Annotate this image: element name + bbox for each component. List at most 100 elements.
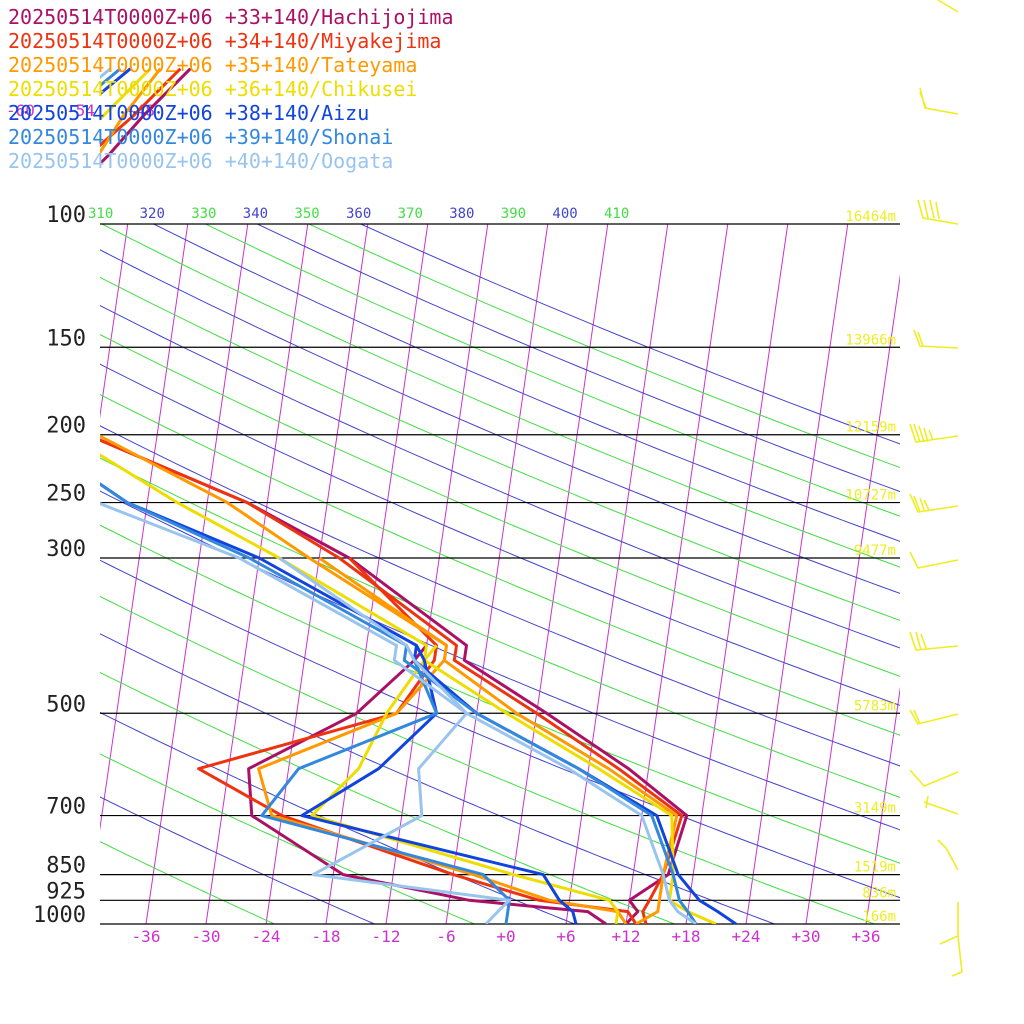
theta-label: 320 (140, 206, 165, 222)
pressure-tick-label: 850 (46, 854, 86, 879)
temperature-trace-shonai (100, 67, 698, 924)
dry-adiabat-line (100, 595, 875, 924)
isotherm-line (0, 224, 8, 924)
theta-label: 310 (88, 206, 113, 222)
dry-adiabat-line (100, 333, 900, 677)
theta-label: 330 (191, 206, 216, 222)
dewpoint-trace-miyakejima (197, 556, 638, 924)
dewpoint-trace-oogata (278, 556, 511, 924)
isotherm-line (926, 224, 1024, 924)
isotherm-line (100, 224, 129, 419)
wind-barb (923, 795, 959, 815)
height-label: 166m (862, 909, 896, 925)
isotherm-line (100, 224, 189, 832)
temperature-tick-label: +24 (732, 927, 761, 946)
isotherm-line (265, 224, 369, 924)
legend-entry: 20250514T0000Z+06 +36+140/Chikusei (8, 77, 417, 101)
theta-label: 410 (604, 206, 629, 222)
pressure-tick-label: 1000 (33, 903, 86, 928)
height-label: 9477m (854, 543, 896, 559)
theta-labels: 310 320 330 340 350 360 370 380 390 400 410 (88, 206, 629, 222)
height-label: 1519m (854, 860, 896, 876)
dry-adiabat-line (204, 224, 900, 517)
temperature-trace-aizu (100, 67, 737, 924)
temperature-tick-label: -36 (132, 927, 161, 946)
isotherm-label: -60 (6, 101, 35, 120)
dry-adiabat-line (100, 490, 900, 831)
pressure-tick-label: 100 (46, 203, 86, 228)
wind-barb (937, 0, 959, 13)
isotherm-line (745, 224, 849, 924)
isotherm-line (325, 224, 429, 924)
dry-adiabat-line (100, 425, 900, 767)
legend-entry: 20250514T0000Z+06 +38+140/Aizu (8, 101, 369, 125)
isotherm-line (445, 224, 549, 924)
wind-barbs (909, 0, 963, 977)
dry-adiabat-grid (100, 224, 900, 924)
dry-adiabat-line (100, 363, 900, 706)
temperature-tick-label: +18 (672, 927, 701, 946)
temperature-tick-label: +0 (496, 927, 515, 946)
pressure-tick-label: 925 (46, 879, 86, 904)
isotherm-line (505, 224, 609, 924)
dry-adiabat-line (100, 393, 900, 736)
height-label: 12159m (845, 420, 896, 436)
theta-label: 400 (552, 206, 577, 222)
temperature-tick-label: +36 (852, 927, 881, 946)
wind-barb (909, 423, 959, 443)
wind-barb (913, 329, 959, 349)
pressure-tick-label: 150 (46, 326, 86, 351)
dewpoint-trace-tateyama (257, 556, 628, 924)
wind-barb (937, 839, 959, 871)
dewpoint-trace-hachijojima (247, 644, 607, 924)
wind-barb (909, 551, 959, 569)
pressure-tick-label: 700 (46, 795, 86, 820)
theta-label: 390 (501, 206, 526, 222)
dry-adiabat-line (152, 224, 900, 542)
isotherm-line (145, 224, 249, 924)
height-label: 13966m (845, 332, 896, 348)
legend-entry: 20250514T0000Z+06 +39+140/Shonai (8, 125, 393, 149)
dewpoint-trace-shonai (260, 644, 511, 924)
temperature-tick-label: -30 (192, 927, 221, 946)
temperature-tick-label: +12 (612, 927, 641, 946)
height-label: 5783m (854, 698, 896, 714)
temperature-tick-label: -24 (252, 927, 281, 946)
theta-label: 350 (294, 206, 319, 222)
isotherm-line (205, 224, 309, 924)
pressure-tick-label: 500 (46, 692, 86, 717)
isotherm-line (385, 224, 489, 924)
legend: 20250514T0000Z+06 +33+140/Hachijojima202… (8, 5, 454, 173)
legend-entry: 20250514T0000Z+06 +40+140/Oogata (8, 149, 393, 173)
temperature-axis: -36 -30 -24 -18 -12 -6 +0 +6 +12 +18 +24 +30 +36 (132, 927, 881, 946)
isotherm-line (685, 224, 789, 924)
temperature-trace-oogata (100, 67, 697, 924)
theta-label: 340 (243, 206, 268, 222)
pressure-tick-label: 300 (46, 537, 86, 562)
isotherm-label: -54 (66, 101, 95, 120)
wind-barb (909, 631, 959, 651)
isotherm-line (865, 686, 900, 924)
wind-barb (917, 199, 959, 225)
isotherm-line (805, 273, 900, 924)
theta-label: 380 (449, 206, 474, 222)
temperature-trace-hachijojima (100, 67, 689, 924)
temperature-tick-label: -12 (372, 927, 401, 946)
dry-adiabat-line (100, 559, 900, 899)
isotherm-grid (0, 224, 1024, 924)
dry-adiabat-line (100, 305, 900, 649)
pressure-tick-label: 200 (46, 414, 86, 439)
isotherm-line (986, 224, 1024, 924)
height-label: 3149m (854, 801, 896, 817)
legend-entry: 20250514T0000Z+06 +34+140/Miyakejima (8, 29, 441, 53)
dry-adiabat-line (307, 224, 900, 469)
temperature-trace-tateyama (100, 67, 679, 924)
isotherm-line (565, 224, 669, 924)
theta-label: 360 (346, 206, 371, 222)
temperature-tick-label: -6 (436, 927, 455, 946)
wind-barb (919, 87, 959, 115)
legend-entry: 20250514T0000Z+06 +35+140/Tateyama (8, 53, 417, 77)
dewpoint-trace-chikusei (310, 644, 620, 924)
temperature-tick-label: -18 (312, 927, 341, 946)
